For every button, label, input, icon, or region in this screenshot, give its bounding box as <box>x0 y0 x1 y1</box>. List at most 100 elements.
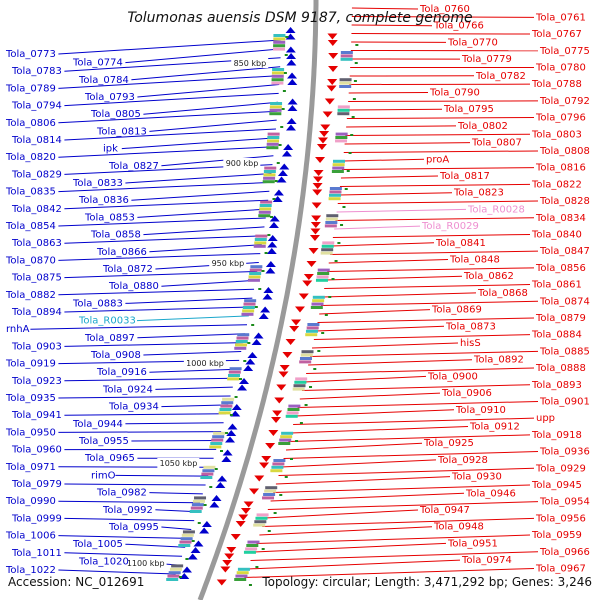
gene-label-left: Tola_0995 <box>108 522 159 533</box>
reverse-feature-block <box>326 214 339 218</box>
reverse-feature-block <box>273 459 286 462</box>
kbp-label-bg <box>124 558 167 568</box>
reverse-gene-arrow <box>294 306 305 313</box>
label-connector-left <box>64 342 244 347</box>
tick-mark <box>229 414 233 416</box>
reverse-feature-block <box>337 105 350 109</box>
label-connector-left <box>125 543 186 548</box>
forward-feature-block <box>273 44 286 48</box>
label-connector-right <box>293 417 535 425</box>
forward-gene-arrow <box>265 261 276 267</box>
label-connector-left <box>58 395 231 399</box>
reverse-gene-arrow <box>316 144 327 150</box>
reverse-feature-block <box>262 496 275 500</box>
gene-label-left: Tola_1020 <box>78 556 129 567</box>
label-connector-right <box>301 384 531 391</box>
label-connector-right <box>315 325 445 332</box>
tick-mark <box>299 422 303 424</box>
forward-feature-block <box>242 306 255 309</box>
label-connector-right <box>351 24 433 27</box>
tick-mark <box>270 216 274 218</box>
label-connector-right <box>283 451 539 459</box>
forward-feature-block <box>249 268 262 272</box>
reverse-gene-arrow <box>311 202 322 209</box>
tick-mark <box>239 378 243 380</box>
tick-mark <box>324 314 328 316</box>
label-connector-right <box>348 92 429 94</box>
reverse-feature-block <box>272 462 285 466</box>
tick-mark <box>342 206 346 208</box>
gene-label-left: Tola_0992 <box>102 505 153 516</box>
gene-label-right: Tola_0822 <box>531 179 582 190</box>
reverse-gene-arrow <box>289 326 300 332</box>
forward-feature-block <box>167 574 180 578</box>
reverse-gene-arrow <box>222 560 233 566</box>
gene-label-right: Tola_0954 <box>539 497 590 508</box>
forward-feature-block <box>247 278 260 282</box>
reverse-feature-block <box>340 57 353 61</box>
reverse-gene-arrow <box>298 293 309 300</box>
forward-feature-block <box>211 438 224 442</box>
forward-gene-arrow <box>260 306 271 313</box>
tick-mark <box>284 476 288 478</box>
gene-label-right: Tola_0840 <box>531 229 582 240</box>
tick-mark <box>355 44 359 46</box>
label-connector-right <box>259 526 433 536</box>
tick-mark <box>337 242 341 244</box>
forward-feature-block <box>271 74 284 78</box>
forward-gene-arrow <box>285 27 296 33</box>
reverse-gene-arrow <box>328 53 339 59</box>
label-connector-right <box>304 375 427 383</box>
gene-label-left: Tola_1011 <box>11 548 62 559</box>
label-connector-left <box>64 199 269 210</box>
gene-label-right: Tola_0874 <box>539 296 590 307</box>
reverse-feature-block <box>317 272 330 275</box>
gene-label-right: Tola_0945 <box>531 480 582 491</box>
tick-mark <box>346 170 350 172</box>
reverse-feature-block <box>340 54 353 58</box>
gene-label-right: Tola_0873 <box>445 321 496 332</box>
forward-gene-arrow <box>269 215 280 222</box>
label-connector-left <box>58 39 282 55</box>
label-connector-right <box>290 426 469 434</box>
forward-feature-block <box>253 244 266 248</box>
forward-gene-arrow <box>226 430 237 436</box>
label-connector-left <box>143 101 279 115</box>
reverse-gene-arrow <box>224 553 235 560</box>
gene-label-right: Tola_0956 <box>535 513 586 524</box>
tick-mark <box>273 512 277 514</box>
tick-mark <box>247 342 251 344</box>
label-connector-right <box>308 359 473 366</box>
label-connector-right <box>278 467 535 476</box>
reverse-feature-block <box>246 544 259 547</box>
reverse-feature-block <box>307 323 320 326</box>
reverse-feature-block <box>305 333 318 337</box>
forward-feature-block <box>258 210 271 214</box>
forward-feature-block <box>235 340 248 343</box>
tick-mark <box>309 386 313 388</box>
forward-gene-arrow <box>190 547 201 553</box>
forward-feature-block <box>200 476 213 479</box>
reverse-feature-block <box>292 387 305 391</box>
reverse-feature-block <box>337 112 350 116</box>
gene-label-right: Tola_0948 <box>433 522 484 533</box>
reverse-feature-block <box>254 520 267 524</box>
tick-mark <box>351 116 355 118</box>
label-connector-left <box>58 181 271 193</box>
reverse-feature-block <box>281 431 294 435</box>
gene-label-right: Tola_0841 <box>435 238 486 249</box>
tick-mark <box>251 324 255 326</box>
tick-mark <box>353 80 357 82</box>
reverse-gene-arrow <box>308 248 319 254</box>
tick-mark <box>344 188 348 190</box>
forward-gene-arrow <box>287 79 298 85</box>
reverse-gene-arrow <box>271 417 282 423</box>
label-connector-right <box>337 200 539 204</box>
forward-gene-arrow <box>182 566 193 573</box>
kbp-marker: 1100 kbp <box>127 559 165 568</box>
genome-summary-text: Topology: circular; Length: 3,471,292 bp… <box>261 575 592 589</box>
label-connector-left <box>143 226 265 236</box>
gene-label-layer: Tola_0773 Tola_0774 Tola_0783 Tola_0784 Tola… <box>5 4 590 576</box>
label-connector-left <box>58 146 275 158</box>
label-connector-right <box>328 259 449 264</box>
